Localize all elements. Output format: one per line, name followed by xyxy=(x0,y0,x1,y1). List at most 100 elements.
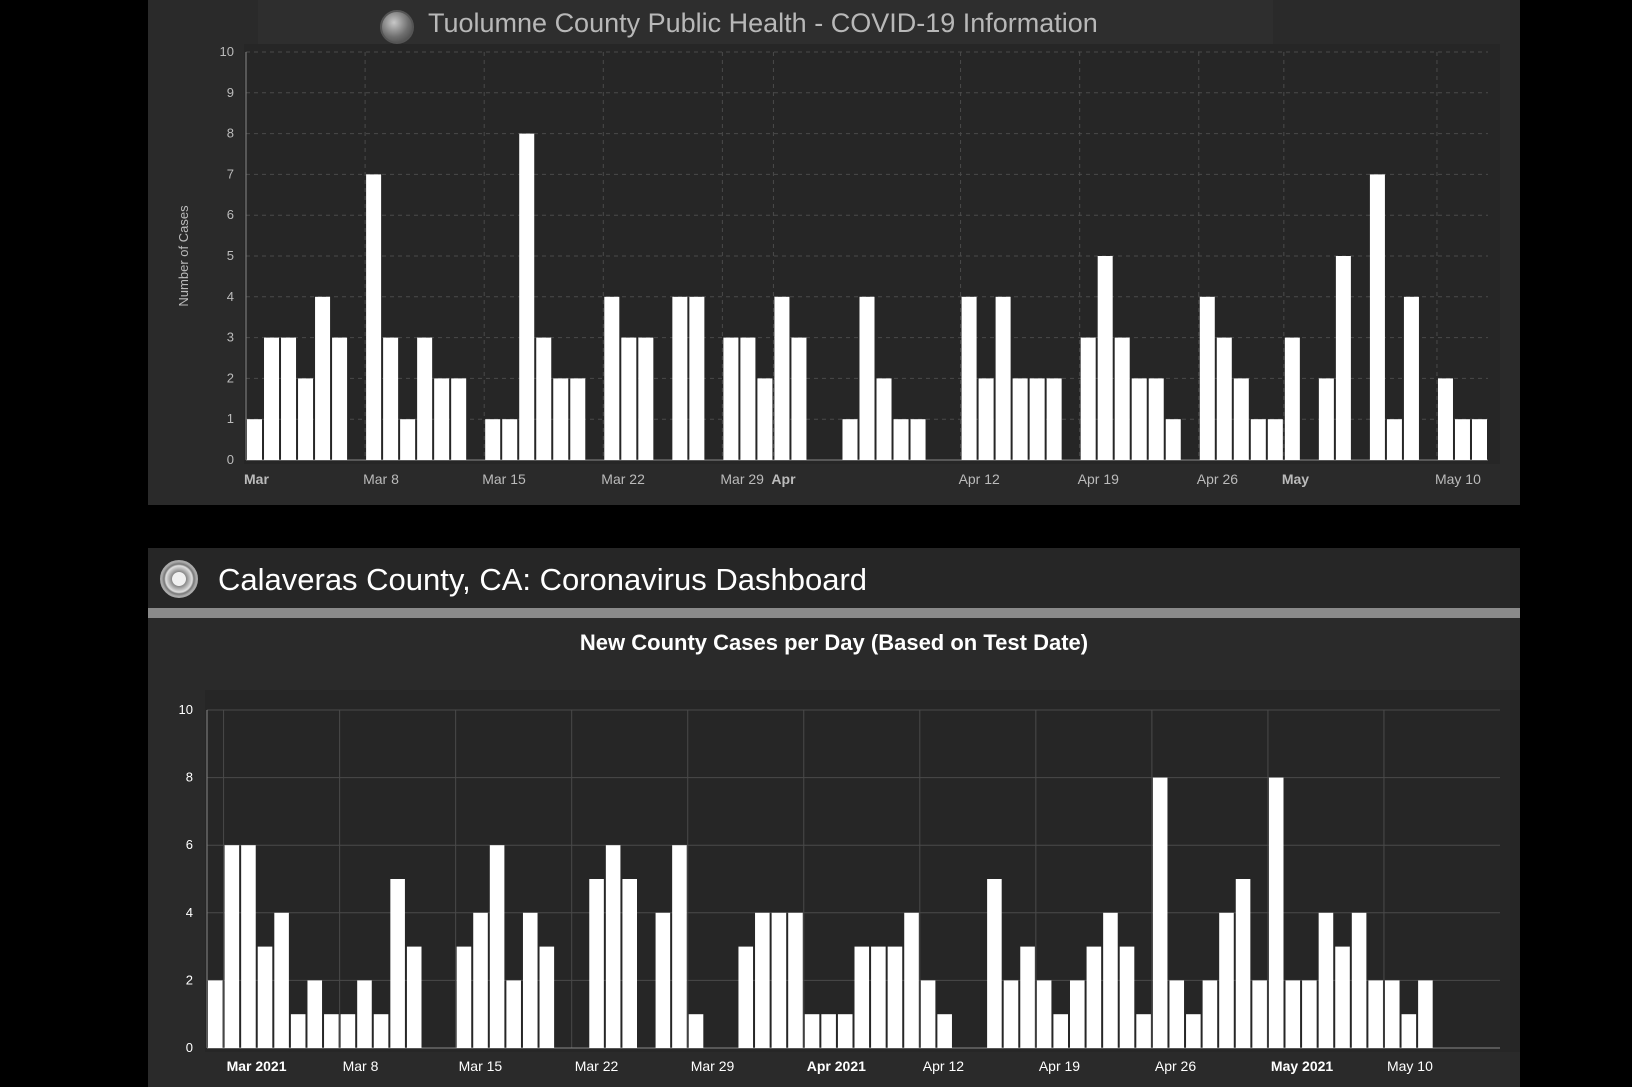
bar xyxy=(821,1014,836,1048)
bar xyxy=(672,845,687,1048)
bar xyxy=(1252,980,1267,1048)
calaveras-title: Calaveras County, CA: Coronavirus Dashbo… xyxy=(218,562,868,597)
bar xyxy=(771,912,787,1048)
bar xyxy=(553,378,569,460)
bar xyxy=(224,845,240,1048)
calaveras-cases-chart: 0 2 4 6 8 10 Mar 2021 Mar 8 Mar 15 Mar 22 Mar 29 Ap… xyxy=(179,690,1520,1074)
bar xyxy=(1318,912,1334,1048)
bar xyxy=(854,946,870,1048)
bar xyxy=(1046,378,1062,460)
y-tick-label: 7 xyxy=(227,166,234,181)
x-tick-label: Mar 22 xyxy=(601,471,645,487)
bar xyxy=(1418,980,1433,1048)
bar xyxy=(978,378,994,460)
bar xyxy=(1003,980,1019,1048)
bar xyxy=(788,912,803,1048)
bar xyxy=(274,912,289,1048)
x-tick-label: Mar 8 xyxy=(363,471,399,487)
x-tick-label: May 10 xyxy=(1435,471,1481,487)
bar xyxy=(859,296,875,460)
x-tick-label: Mar 22 xyxy=(575,1058,619,1074)
bar xyxy=(1219,912,1234,1048)
bar xyxy=(290,1014,306,1048)
bar xyxy=(451,378,467,460)
bar xyxy=(622,879,637,1048)
y-tick-label: 5 xyxy=(227,248,234,263)
x-tick-label: Mar xyxy=(244,471,269,487)
x-tick-label: Apr 2021 xyxy=(807,1058,866,1074)
x-tick-label: Mar 15 xyxy=(482,471,526,487)
header-divider xyxy=(148,608,1520,618)
x-tick-label: May xyxy=(1282,471,1309,487)
bar xyxy=(1437,378,1453,460)
bar xyxy=(961,296,977,460)
bar xyxy=(1186,1014,1201,1048)
bar xyxy=(1169,980,1185,1048)
bar xyxy=(604,296,620,460)
bar xyxy=(489,845,505,1048)
bar xyxy=(1103,912,1118,1048)
bar xyxy=(804,1014,820,1048)
bar xyxy=(589,879,604,1048)
x-tick-label: Mar 29 xyxy=(691,1058,735,1074)
bar xyxy=(1012,378,1028,460)
y-tick-label: 9 xyxy=(227,85,234,100)
x-tick-label: Apr 26 xyxy=(1197,471,1238,487)
y-tick-label: 8 xyxy=(227,126,234,141)
bar xyxy=(1086,946,1102,1048)
bar xyxy=(689,296,705,460)
x-tick-label: Apr 19 xyxy=(1039,1058,1080,1074)
bar xyxy=(456,946,472,1048)
x-tick-label: Apr 12 xyxy=(959,471,1000,487)
x-tick-label: Apr 19 xyxy=(1078,471,1119,487)
bar xyxy=(315,296,331,460)
x-tick-label: Apr xyxy=(771,471,796,487)
bar xyxy=(357,980,372,1048)
county-seal-icon xyxy=(160,560,198,598)
chart-title: New County Cases per Day (Based on Test … xyxy=(579,630,1089,655)
bar xyxy=(519,133,535,460)
bar xyxy=(688,1014,704,1048)
bar xyxy=(1369,174,1385,460)
bar xyxy=(1267,419,1283,460)
bar xyxy=(522,912,538,1048)
bar xyxy=(1284,337,1300,460)
bar xyxy=(1335,946,1350,1048)
bar xyxy=(1318,378,1334,460)
bar xyxy=(208,980,223,1048)
bar xyxy=(281,337,297,460)
bar xyxy=(1285,980,1301,1048)
bar xyxy=(655,912,671,1048)
bar xyxy=(1250,419,1266,460)
y-tick-label: 0 xyxy=(186,1040,193,1055)
y-tick-label: 4 xyxy=(186,905,193,920)
bar xyxy=(1216,337,1232,460)
x-tick-label: Apr 26 xyxy=(1155,1058,1196,1074)
bar xyxy=(1114,337,1130,460)
bar xyxy=(247,419,263,460)
y-tick-label: 8 xyxy=(186,770,193,785)
bar xyxy=(1302,980,1317,1048)
bar xyxy=(417,337,433,460)
bar xyxy=(871,946,886,1048)
y-tick-label: 6 xyxy=(227,207,234,222)
bar xyxy=(473,912,488,1048)
bar xyxy=(1080,337,1096,460)
bar xyxy=(920,980,936,1048)
bar xyxy=(1454,419,1470,460)
bar xyxy=(1403,296,1419,460)
bar xyxy=(1020,946,1035,1048)
bar xyxy=(1199,296,1215,460)
bar xyxy=(621,337,637,460)
tuolumne-header: Tuolumne County Public Health - COVID-19… xyxy=(258,0,1273,50)
bar xyxy=(740,337,756,460)
bar xyxy=(876,378,892,460)
bar xyxy=(506,980,521,1048)
bar xyxy=(383,337,399,460)
bar xyxy=(1386,419,1402,460)
bar xyxy=(366,174,382,460)
bar xyxy=(1165,419,1181,460)
bar xyxy=(1053,1014,1068,1048)
bar xyxy=(887,946,903,1048)
bar xyxy=(791,337,807,460)
